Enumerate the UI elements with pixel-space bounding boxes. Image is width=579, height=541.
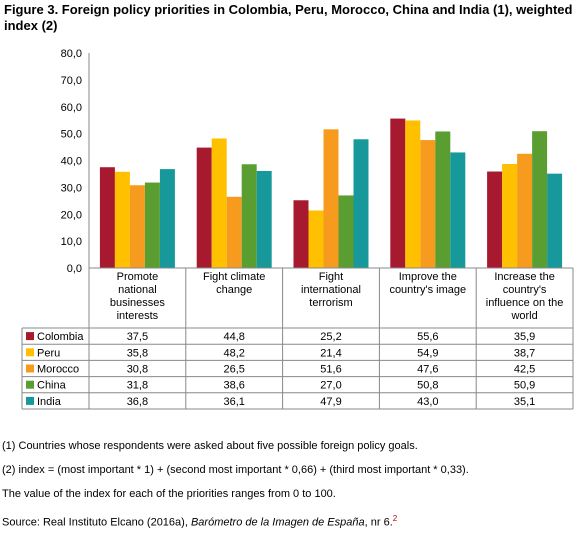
source-suffix: , nr 6. [364,516,393,529]
footnotes: (1) Countries whose respondents were ask… [2,440,577,541]
bar-peru [308,210,324,268]
bar-peru [502,163,518,268]
bar-china [338,195,354,268]
y-tick-label: 60,0 [61,102,82,114]
bar-morocco [420,140,436,268]
y-tick-label: 80,0 [61,48,82,60]
data-label: 31,8 [127,380,148,392]
data-label: 38,6 [223,380,244,392]
category-label: national [118,284,157,296]
category-label: influence on the [486,297,564,309]
bar-morocco [226,196,242,268]
bar-colombia [390,118,406,268]
legend-label: China [37,380,67,392]
bar-chart: 0,0 10,0 20,0 30,0 40,0 50,0 60,0 70,0 80,0 Promo… [21,48,574,410]
bar-china [532,131,548,268]
bar-morocco [323,129,339,268]
bar-morocco [129,185,145,268]
data-label: 38,7 [514,347,535,359]
category-label: country's [503,284,547,296]
bar-peru [211,138,227,268]
legend-swatch-morocco [26,364,34,373]
footnote-2: (2) index = (most important * 1) + (seco… [2,464,469,476]
data-label: 35,8 [127,347,148,359]
data-label: 37,5 [127,331,148,343]
y-tick-label: 10,0 [61,236,82,248]
source-prefix: Source: Real Instituto Elcano (2016a), [2,516,191,529]
data-label: 47,6 [417,364,438,376]
bar-peru [405,120,421,268]
legend-label: India [37,396,62,408]
data-label: 54,9 [417,347,438,359]
category-label: world [510,310,537,322]
bar-colombia [487,171,503,268]
source-title: Barómetro de la Imagen de España [190,516,365,529]
category-label: Improve the [399,271,457,283]
category-label: Increase the [494,271,555,283]
data-label: 35,9 [514,331,535,343]
y-tick-label: 50,0 [61,129,82,141]
data-label: 30,8 [127,364,148,376]
data-label: 25,2 [320,331,341,343]
data-label: 35,1 [514,396,535,408]
legend-label: Peru [37,347,60,359]
bar-china [435,131,451,268]
data-label: 27,0 [320,380,341,392]
data-label: 44,8 [223,331,244,343]
data-label: 55,6 [417,331,438,343]
category-label: change [216,284,252,296]
y-tick-label: 0,0 [67,263,82,275]
bar-india [450,152,466,268]
y-tick-label: 20,0 [61,209,82,221]
data-label: 42,5 [514,364,535,376]
footnote-1: (1) Countries whose respondents were ask… [2,440,418,452]
y-tick-label: 40,0 [61,156,82,168]
chart-title: Figure 3. Foreign policy priorities in C… [4,2,573,33]
category-label: Promote [117,271,159,283]
footnote-3: The value of the index for each of the p… [2,488,336,500]
y-tick-label: 70,0 [61,75,82,87]
legend-swatch-colombia [26,332,34,341]
category-label: international [301,284,361,296]
legend-swatch-china [26,380,34,389]
source-footnote-ref[interactable]: 2 [392,514,398,523]
bar-india [547,173,563,268]
data-label: 36,8 [127,396,148,408]
data-label: 50,9 [514,380,535,392]
bar-china [241,164,257,268]
data-label: 36,1 [223,396,244,408]
category-label: terrorism [309,297,352,309]
bar-morocco [517,153,533,268]
y-tick-label: 30,0 [61,182,82,194]
bar-peru [114,171,130,268]
data-label: 26,5 [223,364,244,376]
data-label: 47,9 [320,396,341,408]
legend-swatch-peru [26,348,34,357]
bar-colombia [99,167,115,268]
legend-label: Colombia [37,331,84,343]
category-label: country's image [389,284,466,296]
bar-colombia [293,200,309,268]
bar-india [353,139,369,268]
bar-colombia [196,147,212,268]
category-label: Fight climate [203,271,265,283]
data-label: 43,0 [417,396,438,408]
legend-swatch-india [26,396,34,405]
category-label: businesses [110,297,166,309]
data-label: 50,8 [417,380,438,392]
category-label: Fight [319,271,343,283]
legend-label: Morocco [37,364,79,376]
category-label: interests [117,310,159,322]
bar-china [144,182,160,268]
bar-india [159,169,175,268]
data-label: 21,4 [320,347,341,359]
data-label: 51,6 [320,364,341,376]
bar-india [256,170,272,268]
source-line: Source: Real Instituto Elcano (2016a), B… [2,512,577,530]
data-label: 48,2 [223,347,244,359]
